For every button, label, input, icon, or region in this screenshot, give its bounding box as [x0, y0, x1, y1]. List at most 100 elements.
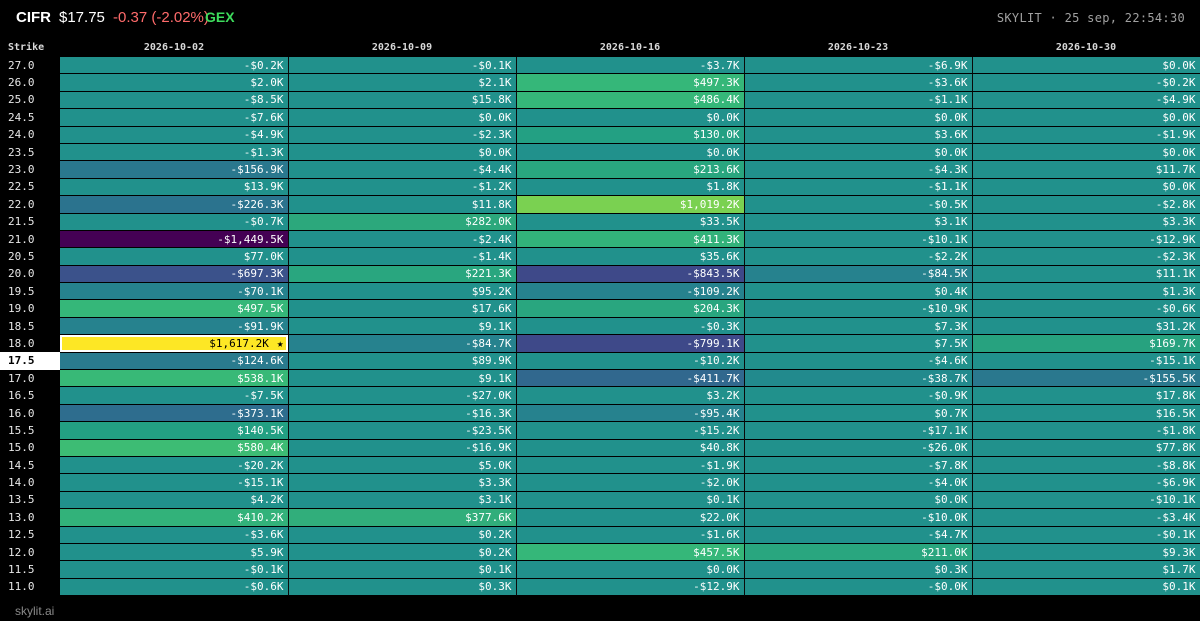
- gex-cell[interactable]: -$91.9K: [60, 317, 289, 336]
- gex-cell[interactable]: -$0.2K: [972, 73, 1200, 92]
- gex-cell[interactable]: $95.2K: [288, 282, 517, 301]
- gex-cell[interactable]: -$2.8K: [972, 195, 1200, 214]
- gex-cell[interactable]: -$38.7K: [744, 369, 973, 388]
- gex-cell[interactable]: -$10.0K: [744, 508, 973, 527]
- gex-cell[interactable]: -$1.2K: [288, 178, 517, 197]
- gex-cell[interactable]: -$4.9K: [60, 126, 289, 144]
- gex-cell[interactable]: -$84.7K: [288, 334, 517, 353]
- gex-cell[interactable]: $0.1K: [972, 578, 1200, 597]
- gex-cell[interactable]: -$411.7K: [516, 369, 745, 388]
- gex-cell[interactable]: $410.2K: [60, 508, 289, 527]
- gex-cell[interactable]: $89.9K: [288, 352, 517, 371]
- gex-cell[interactable]: -$0.3K: [516, 317, 745, 336]
- gex-cell[interactable]: -$0.5K: [744, 195, 973, 214]
- gex-cell[interactable]: -$124.6K: [60, 352, 289, 371]
- gex-cell[interactable]: $2.1K: [288, 73, 517, 92]
- site-link[interactable]: skylit.ai: [15, 604, 55, 618]
- gex-cell[interactable]: $0.0K: [516, 108, 745, 127]
- gex-cell[interactable]: $22.0K: [516, 508, 745, 527]
- gex-cell[interactable]: $0.1K: [288, 560, 517, 579]
- gex-cell[interactable]: -$1.1K: [744, 91, 973, 110]
- gex-cell[interactable]: $1.3K: [972, 282, 1200, 301]
- gex-cell[interactable]: $16.5K: [972, 404, 1200, 423]
- gex-cell[interactable]: -$1.4K: [288, 247, 517, 266]
- gex-cell[interactable]: -$10.1K: [744, 230, 973, 249]
- gex-cell[interactable]: $0.0K: [972, 143, 1200, 162]
- gex-cell[interactable]: $0.4K: [744, 282, 973, 301]
- gex-cell[interactable]: -$4.3K: [744, 160, 973, 179]
- gex-cell[interactable]: -$3.6K: [744, 73, 973, 92]
- gex-cell[interactable]: $3.1K: [744, 213, 973, 231]
- gex-cell[interactable]: $15.8K: [288, 91, 517, 110]
- gex-cell[interactable]: -$2.3K: [288, 126, 517, 144]
- gex-cell[interactable]: -$12.9K: [516, 578, 745, 597]
- gex-cell[interactable]: $13.9K: [60, 178, 289, 197]
- gex-cell[interactable]: $0.3K: [744, 560, 973, 579]
- gex-cell[interactable]: $7.3K: [744, 317, 973, 336]
- gex-cell[interactable]: $1,617.2K ★: [60, 334, 289, 353]
- expiration-header[interactable]: 2026-10-09: [288, 37, 516, 57]
- gex-cell[interactable]: $457.5K: [516, 543, 745, 562]
- gex-cell[interactable]: $5.0K: [288, 456, 517, 475]
- gex-cell[interactable]: $213.6K: [516, 160, 745, 179]
- gex-cell[interactable]: $17.6K: [288, 299, 517, 318]
- gex-cell[interactable]: $11.1K: [972, 265, 1200, 284]
- gex-cell[interactable]: -$0.6K: [972, 299, 1200, 318]
- gex-cell[interactable]: -$4.9K: [972, 91, 1200, 110]
- gex-cell[interactable]: $35.6K: [516, 247, 745, 266]
- gex-cell[interactable]: -$3.6K: [60, 526, 289, 544]
- gex-cell[interactable]: -$2.2K: [744, 247, 973, 266]
- gex-cell[interactable]: -$23.5K: [288, 421, 517, 440]
- expiration-header[interactable]: 2026-10-16: [516, 37, 744, 57]
- gex-cell[interactable]: $486.4K: [516, 91, 745, 110]
- gex-cell[interactable]: $0.0K: [516, 560, 745, 579]
- gex-cell[interactable]: $497.5K: [60, 299, 289, 318]
- ticker-symbol[interactable]: CIFR: [16, 9, 51, 26]
- gex-cell[interactable]: -$373.1K: [60, 404, 289, 423]
- gex-cell[interactable]: $2.0K: [60, 73, 289, 92]
- gex-cell[interactable]: -$7.6K: [60, 108, 289, 127]
- gex-cell[interactable]: -$12.9K: [972, 230, 1200, 249]
- gex-cell[interactable]: $3.3K: [288, 473, 517, 492]
- gex-cell[interactable]: -$799.1K: [516, 334, 745, 353]
- gex-cell[interactable]: -$109.2K: [516, 282, 745, 301]
- gex-cell[interactable]: $4.2K: [60, 491, 289, 510]
- gex-cell[interactable]: -$0.1K: [288, 57, 517, 75]
- gex-cell[interactable]: -$1.9K: [972, 126, 1200, 144]
- gex-cell[interactable]: -$7.8K: [744, 456, 973, 475]
- gex-cell[interactable]: -$155.5K: [972, 369, 1200, 388]
- gex-cell[interactable]: $5.9K: [60, 543, 289, 562]
- gex-cell[interactable]: -$3.4K: [972, 508, 1200, 527]
- gex-cell[interactable]: -$70.1K: [60, 282, 289, 301]
- gex-cell[interactable]: -$1.9K: [516, 456, 745, 475]
- gex-cell[interactable]: $0.0K: [744, 108, 973, 127]
- gex-cell[interactable]: $9.1K: [288, 317, 517, 336]
- gex-cell[interactable]: -$16.3K: [288, 404, 517, 423]
- gex-cell[interactable]: -$16.9K: [288, 439, 517, 457]
- gex-cell[interactable]: $130.0K: [516, 126, 745, 144]
- gex-cell[interactable]: -$226.3K: [60, 195, 289, 214]
- gex-cell[interactable]: $11.8K: [288, 195, 517, 214]
- gex-cell[interactable]: -$0.9K: [744, 386, 973, 405]
- gex-cell[interactable]: -$1.8K: [972, 421, 1200, 440]
- gex-cell[interactable]: $0.0K: [972, 178, 1200, 197]
- gex-cell[interactable]: $0.7K: [744, 404, 973, 423]
- gex-cell[interactable]: $9.3K: [972, 543, 1200, 562]
- gex-cell[interactable]: $9.1K: [288, 369, 517, 388]
- gex-cell[interactable]: -$8.8K: [972, 456, 1200, 475]
- gex-cell[interactable]: $11.7K: [972, 160, 1200, 179]
- gex-cell[interactable]: $17.8K: [972, 386, 1200, 405]
- gex-cell[interactable]: $0.3K: [288, 578, 517, 597]
- gex-cell[interactable]: $538.1K: [60, 369, 289, 388]
- gex-cell[interactable]: -$15.1K: [972, 352, 1200, 371]
- gex-cell[interactable]: $40.8K: [516, 439, 745, 457]
- gex-cell[interactable]: $3.6K: [744, 126, 973, 144]
- gex-cell[interactable]: -$697.3K: [60, 265, 289, 284]
- gex-cell[interactable]: -$4.4K: [288, 160, 517, 179]
- gex-cell[interactable]: -$10.1K: [972, 491, 1200, 510]
- gex-cell[interactable]: -$156.9K: [60, 160, 289, 179]
- gex-cell[interactable]: -$1.3K: [60, 143, 289, 162]
- gex-cell[interactable]: -$20.2K: [60, 456, 289, 475]
- gex-cell[interactable]: $0.0K: [288, 108, 517, 127]
- gex-cell[interactable]: -$0.1K: [60, 560, 289, 579]
